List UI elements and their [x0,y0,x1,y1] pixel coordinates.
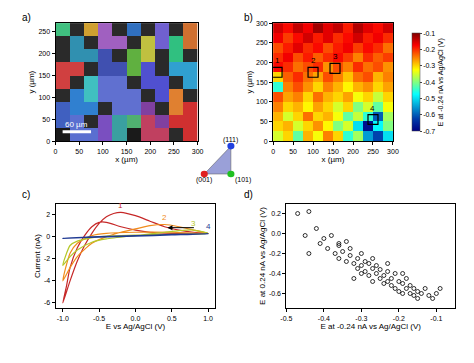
svg-text:-0.6: -0.6 [423,111,435,118]
svg-text:0: 0 [46,138,50,145]
svg-text:0: 0 [271,148,275,155]
svg-text:-2: -2 [44,255,50,262]
svg-text:60 µm: 60 µm [65,120,88,129]
svg-text:-0.5: -0.5 [423,95,435,102]
svg-text:a): a) [22,12,31,23]
svg-text:1: 1 [275,56,280,65]
svg-text:2: 2 [46,211,50,218]
svg-text:250: 250 [256,39,268,46]
svg-text:Current (nA): Current (nA) [33,234,42,278]
svg-text:250: 250 [38,28,50,35]
svg-text:y (µm): y (µm) [27,70,36,93]
svg-text:50: 50 [260,118,268,125]
svg-text:200: 200 [38,50,50,57]
svg-text:x (µm): x (µm) [115,155,138,164]
svg-text:150: 150 [327,148,339,155]
svg-text:50: 50 [289,148,297,155]
svg-text:-0.1: -0.1 [423,30,435,37]
svg-text:150: 150 [121,148,133,155]
svg-text:-0.6: -0.6 [269,290,281,297]
svg-text:3: 3 [333,52,338,61]
svg-text:-0.4: -0.4 [269,270,281,277]
svg-text:E at -0.24 nA vs Ag/AgCl (V): E at -0.24 nA vs Ag/AgCl (V) [437,38,445,126]
svg-text:-0.5: -0.5 [280,315,292,322]
svg-text:300: 300 [192,148,204,155]
svg-text:E at 0.24 nA vs Ag/AgCl (V): E at 0.24 nA vs Ag/AgCl (V) [258,207,267,305]
svg-text:-0.1: -0.1 [430,315,442,322]
svg-text:-0.2: -0.2 [269,250,281,257]
svg-text:-0.3: -0.3 [355,315,367,322]
svg-text:-4: -4 [44,277,50,284]
svg-text:(001): (001) [196,176,212,184]
svg-text:-0.2: -0.2 [423,46,435,53]
svg-text:100: 100 [256,98,268,105]
svg-text:150: 150 [38,72,50,79]
svg-text:0: 0 [264,138,268,145]
svg-text:-0.3: -0.3 [423,62,435,69]
svg-text:0.5: 0.5 [167,315,177,322]
svg-text:-0.5: -0.5 [93,315,105,322]
svg-text:E at -0.24 nA vs Ag/AgCl (V): E at -0.24 nA vs Ag/AgCl (V) [321,322,422,331]
svg-text:300: 300 [387,148,399,155]
svg-text:200: 200 [256,59,268,66]
svg-text:1: 1 [118,201,123,210]
svg-text:2: 2 [162,213,167,222]
svg-text:0.0: 0.0 [131,315,141,322]
svg-text:4: 4 [370,104,375,113]
svg-text:-0.4: -0.4 [318,315,330,322]
svg-text:100: 100 [307,148,319,155]
svg-text:-1.0: -1.0 [57,315,69,322]
svg-text:250: 250 [168,148,180,155]
svg-text:b): b) [244,12,253,23]
svg-text:x (µm): x (µm) [322,155,345,164]
svg-text:200: 200 [144,148,156,155]
svg-text:1.0: 1.0 [203,315,213,322]
svg-text:(101): (101) [235,176,251,184]
svg-text:100: 100 [97,148,109,155]
svg-text:-6: -6 [44,299,50,306]
svg-text:50: 50 [75,148,83,155]
svg-text:50: 50 [42,116,50,123]
svg-text:-0.2: -0.2 [393,315,405,322]
svg-text:100: 100 [38,94,50,101]
svg-text:150: 150 [256,79,268,86]
svg-text:300: 300 [256,20,268,27]
svg-text:0.2: 0.2 [271,210,281,217]
svg-text:2: 2 [311,56,316,65]
svg-text:d): d) [244,189,253,200]
svg-text:0: 0 [46,233,50,240]
svg-text:250: 250 [367,148,379,155]
svg-text:4: 4 [206,222,211,231]
svg-text:0.0: 0.0 [271,230,281,237]
svg-text:0: 0 [54,148,58,155]
svg-text:-0.4: -0.4 [423,79,435,86]
svg-text:c): c) [22,189,30,200]
svg-text:-0.7: -0.7 [423,128,435,135]
svg-text:y (µm): y (µm) [245,70,254,93]
svg-text:E vs Ag/AgCl (V): E vs Ag/AgCl (V) [106,322,166,331]
svg-text:3: 3 [191,219,196,228]
svg-text:200: 200 [347,148,359,155]
svg-text:(111): (111) [223,136,238,144]
